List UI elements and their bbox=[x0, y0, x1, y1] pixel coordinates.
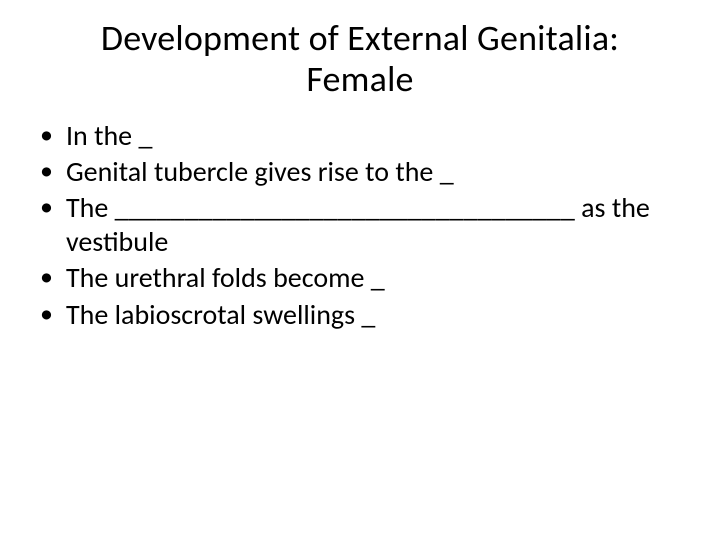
list-item: Genital tubercle gives rise to the _ bbox=[40, 155, 692, 189]
slide-title: Development of External Genitalia: Femal… bbox=[28, 18, 692, 101]
title-line-2: Female bbox=[306, 57, 413, 101]
list-item: The labioscrotal swellings _ bbox=[40, 298, 692, 332]
slide: Development of External Genitalia: Femal… bbox=[0, 0, 720, 540]
list-item: In the _ bbox=[40, 119, 692, 153]
bullet-list: In the _ Genital tubercle gives rise to … bbox=[28, 119, 692, 332]
list-item: The urethral folds become _ bbox=[40, 261, 692, 295]
title-line-1: Development of External Genitalia: bbox=[101, 16, 619, 60]
list-item: The _________________________________ as… bbox=[40, 191, 692, 259]
